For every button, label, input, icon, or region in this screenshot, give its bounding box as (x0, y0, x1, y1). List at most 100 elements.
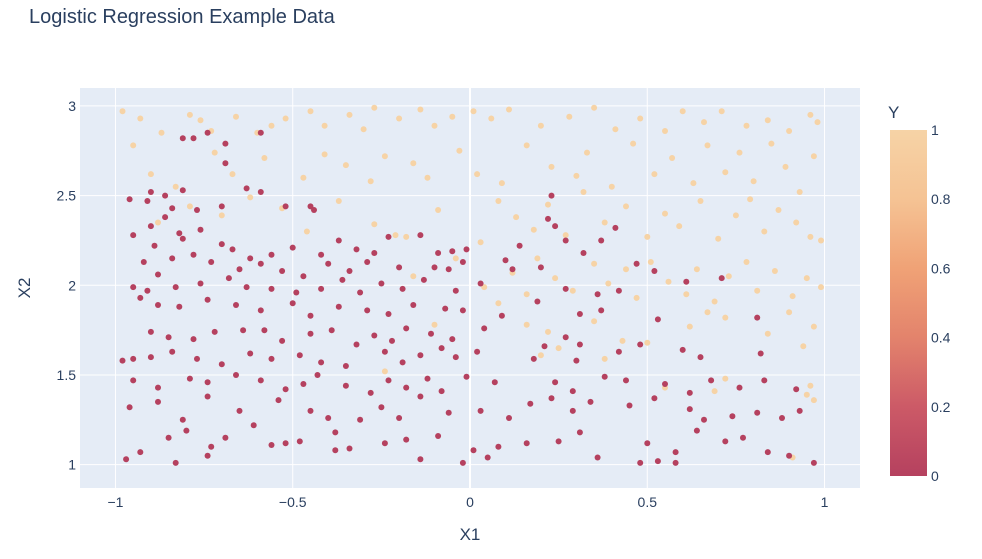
data-point (662, 381, 668, 387)
data-point (417, 456, 424, 463)
data-point (176, 230, 183, 237)
data-point (445, 266, 452, 273)
data-point (552, 379, 559, 386)
data-point (172, 459, 179, 466)
data-point (293, 289, 300, 296)
data-point (456, 147, 463, 154)
data-point (449, 113, 456, 120)
data-point (233, 113, 239, 120)
data-point (789, 293, 796, 300)
data-point (367, 389, 374, 396)
data-point (172, 183, 179, 190)
data-point (378, 404, 385, 411)
data-point (477, 407, 484, 414)
data-point (144, 198, 151, 204)
y-axis-ticks: 1 1.5 2 2.5 3 (57, 98, 77, 473)
data-point (771, 268, 778, 274)
data-point (736, 384, 743, 391)
data-point (147, 223, 154, 230)
data-point (328, 327, 335, 334)
data-point (651, 395, 658, 402)
data-point (417, 232, 424, 239)
data-point (197, 226, 204, 233)
data-point (137, 115, 144, 122)
data-point (566, 113, 573, 120)
data-point (686, 389, 693, 396)
data-point (190, 336, 197, 343)
data-point (605, 280, 612, 287)
data-point (222, 434, 229, 441)
data-point (417, 352, 424, 359)
data-point (179, 187, 186, 194)
data-point (725, 273, 732, 280)
data-point (569, 388, 576, 395)
data-point (126, 196, 133, 203)
data-point (743, 122, 750, 129)
data-point (119, 108, 126, 115)
data-point (321, 151, 328, 158)
data-point (750, 178, 757, 185)
data-point (247, 194, 254, 201)
data-point (502, 257, 509, 264)
data-point (623, 266, 629, 273)
data-point (130, 377, 137, 384)
data-point (424, 174, 431, 181)
data-point (711, 298, 718, 305)
data-point (779, 415, 785, 421)
data-point (392, 232, 399, 239)
data-point (186, 111, 193, 118)
data-point (761, 377, 768, 384)
data-point (417, 106, 424, 113)
data-point (385, 377, 392, 384)
data-point (552, 275, 559, 282)
data-point (346, 445, 353, 452)
data-point (672, 459, 679, 466)
data-point (633, 260, 640, 267)
data-point (360, 126, 367, 133)
colorbar-tick-label: 0.4 (931, 330, 951, 346)
data-point (786, 309, 793, 316)
data-point (555, 438, 562, 445)
data-point (594, 454, 601, 461)
data-point (527, 400, 534, 407)
data-point (619, 337, 626, 344)
data-point (786, 128, 793, 134)
data-point (768, 140, 775, 147)
data-point (442, 305, 449, 312)
data-point (318, 359, 325, 366)
data-point (644, 233, 651, 240)
data-point (523, 440, 530, 447)
data-point (764, 330, 771, 337)
data-point (587, 398, 594, 405)
data-point (186, 203, 193, 210)
data-point (346, 111, 353, 118)
data-point (321, 122, 328, 129)
data-point (179, 135, 186, 142)
data-point (289, 244, 296, 251)
data-point (218, 212, 225, 219)
data-point (477, 239, 484, 246)
data-point (179, 235, 186, 242)
data-point (194, 207, 200, 213)
y-tick-label: 2.5 (57, 188, 77, 204)
data-point (534, 255, 541, 262)
data-point (172, 284, 179, 291)
data-point (601, 373, 608, 380)
data-point (474, 348, 481, 355)
data-point (644, 440, 651, 447)
data-point (523, 291, 530, 298)
data-point (257, 377, 264, 384)
data-point (179, 416, 186, 423)
data-point (190, 251, 197, 258)
data-point (243, 185, 250, 192)
data-point (474, 171, 481, 178)
data-point (325, 415, 332, 421)
data-point (810, 459, 817, 466)
data-point (459, 459, 466, 466)
data-point (810, 397, 817, 404)
data-point (591, 260, 598, 267)
data-point (818, 237, 824, 244)
data-point (233, 302, 239, 308)
data-point (282, 386, 289, 393)
data-point (229, 171, 236, 178)
